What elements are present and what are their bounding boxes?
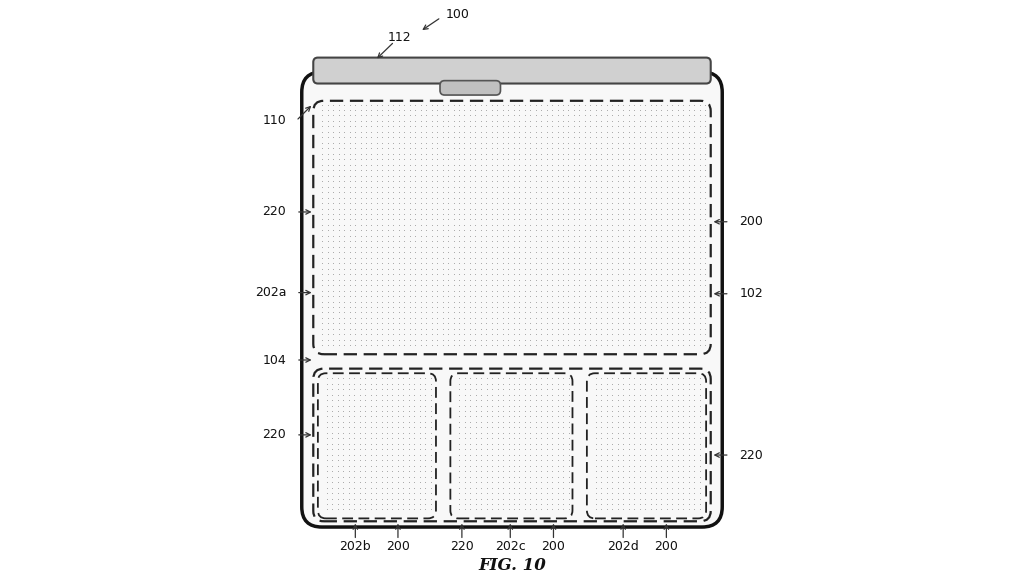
- Text: 220: 220: [262, 206, 286, 218]
- Text: 220: 220: [262, 429, 286, 441]
- Text: 200: 200: [654, 540, 678, 552]
- FancyBboxPatch shape: [313, 58, 711, 84]
- Text: 110: 110: [262, 115, 286, 127]
- Text: 104: 104: [262, 354, 286, 366]
- Text: 202b: 202b: [340, 540, 371, 552]
- Text: 202c: 202c: [495, 540, 525, 552]
- Text: 220: 220: [450, 540, 474, 552]
- Text: 202a: 202a: [255, 286, 286, 299]
- Text: 220: 220: [739, 449, 763, 461]
- Text: 100: 100: [445, 8, 470, 21]
- FancyBboxPatch shape: [440, 81, 501, 95]
- Text: 200: 200: [542, 540, 565, 552]
- Text: 102: 102: [739, 287, 763, 300]
- Text: 200: 200: [739, 215, 764, 228]
- FancyBboxPatch shape: [302, 72, 722, 527]
- Text: FIG. 10: FIG. 10: [478, 557, 546, 574]
- Text: 112: 112: [388, 31, 412, 44]
- Text: 200: 200: [386, 540, 410, 552]
- Text: 202d: 202d: [607, 540, 639, 552]
